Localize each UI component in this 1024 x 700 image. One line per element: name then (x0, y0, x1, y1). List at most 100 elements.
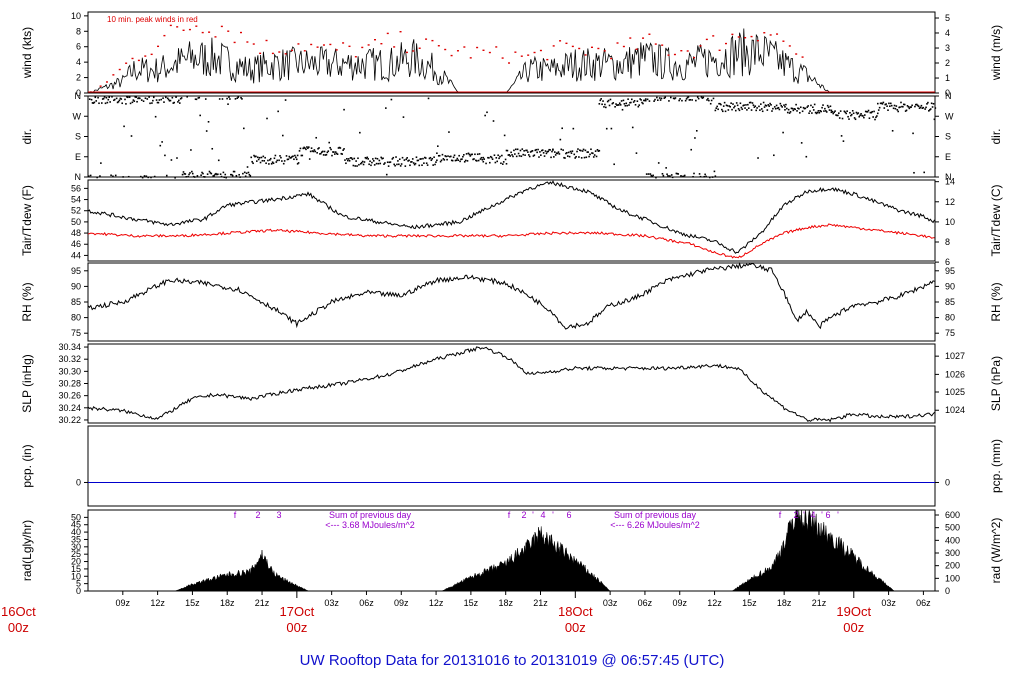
dir-point (293, 158, 295, 161)
peak-wind-mark (527, 54, 530, 56)
dir-point (346, 159, 349, 162)
dir-point (499, 155, 501, 158)
dir-point (491, 158, 494, 160)
dir-point (180, 97, 183, 99)
cloud-mark: 4 (810, 510, 815, 520)
dir-point (677, 173, 680, 175)
date-label: 17Oct (280, 604, 315, 619)
peak-wind-mark (603, 50, 606, 52)
dir-point (595, 155, 598, 158)
dir-point (268, 163, 270, 165)
dir-point (724, 110, 727, 113)
dir-point (487, 156, 489, 159)
dir-point (672, 97, 675, 100)
dir-point (409, 164, 411, 167)
panel-frame (87, 343, 936, 424)
left-tick-label: 2 (76, 73, 81, 83)
dir-point (446, 158, 448, 161)
dir-point (221, 98, 224, 100)
dir-point (924, 108, 926, 110)
left-tick-label: S (75, 132, 81, 142)
dir-point (644, 99, 647, 102)
dir-point (264, 156, 266, 159)
dir-point (514, 153, 516, 155)
left-tick-label: 0 (76, 88, 81, 98)
dir-point (581, 150, 584, 152)
dir-point (628, 104, 630, 106)
dir-point (332, 151, 334, 153)
dir-point (227, 103, 229, 105)
dir-point (187, 175, 189, 178)
dir-point (387, 165, 390, 167)
dir-point (685, 98, 688, 100)
dir-point (259, 161, 262, 164)
dir-point (296, 154, 299, 157)
dir-point (678, 99, 680, 102)
dir-point (753, 106, 756, 108)
dir-point (102, 97, 105, 100)
dir-point (463, 161, 466, 163)
dir-point (864, 110, 867, 113)
dir-point (162, 97, 164, 99)
peak-wind-mark (501, 57, 504, 59)
dir-point (418, 164, 421, 167)
dir-point (804, 107, 807, 110)
dir-point (522, 153, 525, 156)
dir-point (270, 163, 273, 165)
dir-point (866, 111, 869, 113)
dir-point (369, 160, 371, 163)
dir-point (244, 175, 247, 178)
dir-point (513, 149, 515, 152)
dir-point (515, 155, 518, 158)
dir-point (878, 106, 881, 109)
dir-point (716, 105, 719, 108)
dir-point (736, 104, 739, 107)
dir-point (307, 146, 310, 148)
dir-point (159, 144, 162, 147)
dir-point (657, 162, 660, 164)
dir-point (190, 149, 192, 151)
dir-point (166, 97, 169, 100)
dir-point (849, 111, 851, 114)
dir-point (596, 148, 599, 151)
dir-point (704, 173, 706, 176)
dir-point (315, 136, 318, 139)
peak-wind-mark (271, 52, 274, 55)
dir-point (613, 163, 615, 166)
dir-point (555, 152, 558, 154)
dir-point (222, 171, 225, 174)
left-tick-label: 50 (71, 512, 81, 522)
dir-point (453, 154, 456, 157)
dir-point (467, 152, 470, 155)
dir-point (272, 162, 275, 165)
dir-point (816, 111, 819, 114)
dir-point (706, 99, 708, 101)
right-tick-label: 1 (945, 73, 950, 83)
peak-wind-mark (514, 51, 517, 53)
dir-point (516, 148, 519, 151)
dir-point (821, 106, 823, 109)
dir-point (199, 114, 201, 117)
right-tick-label: 200 (945, 561, 960, 571)
left-tick-label: N (75, 172, 82, 182)
dir-point (520, 155, 523, 158)
peak-wind-mark (380, 43, 383, 45)
dir-point (392, 156, 395, 159)
right-tick-label: 3 (945, 43, 950, 53)
dir-point (214, 173, 216, 176)
dir-point (817, 110, 820, 112)
left-tick-label: 46 (71, 239, 81, 249)
right-tick-label: 1025 (945, 387, 965, 397)
dir-point (363, 161, 366, 163)
dir-point (887, 109, 889, 111)
dir-point (648, 100, 651, 102)
right-tick-label: 500 (945, 523, 960, 533)
dir-point (414, 162, 417, 165)
dir-point (393, 163, 395, 166)
dir-point (892, 107, 895, 110)
dir-point (829, 105, 832, 108)
right-tick-label: 85 (945, 297, 955, 307)
dir-point (879, 102, 882, 105)
dir-point (549, 149, 551, 151)
dir-point (250, 156, 253, 159)
